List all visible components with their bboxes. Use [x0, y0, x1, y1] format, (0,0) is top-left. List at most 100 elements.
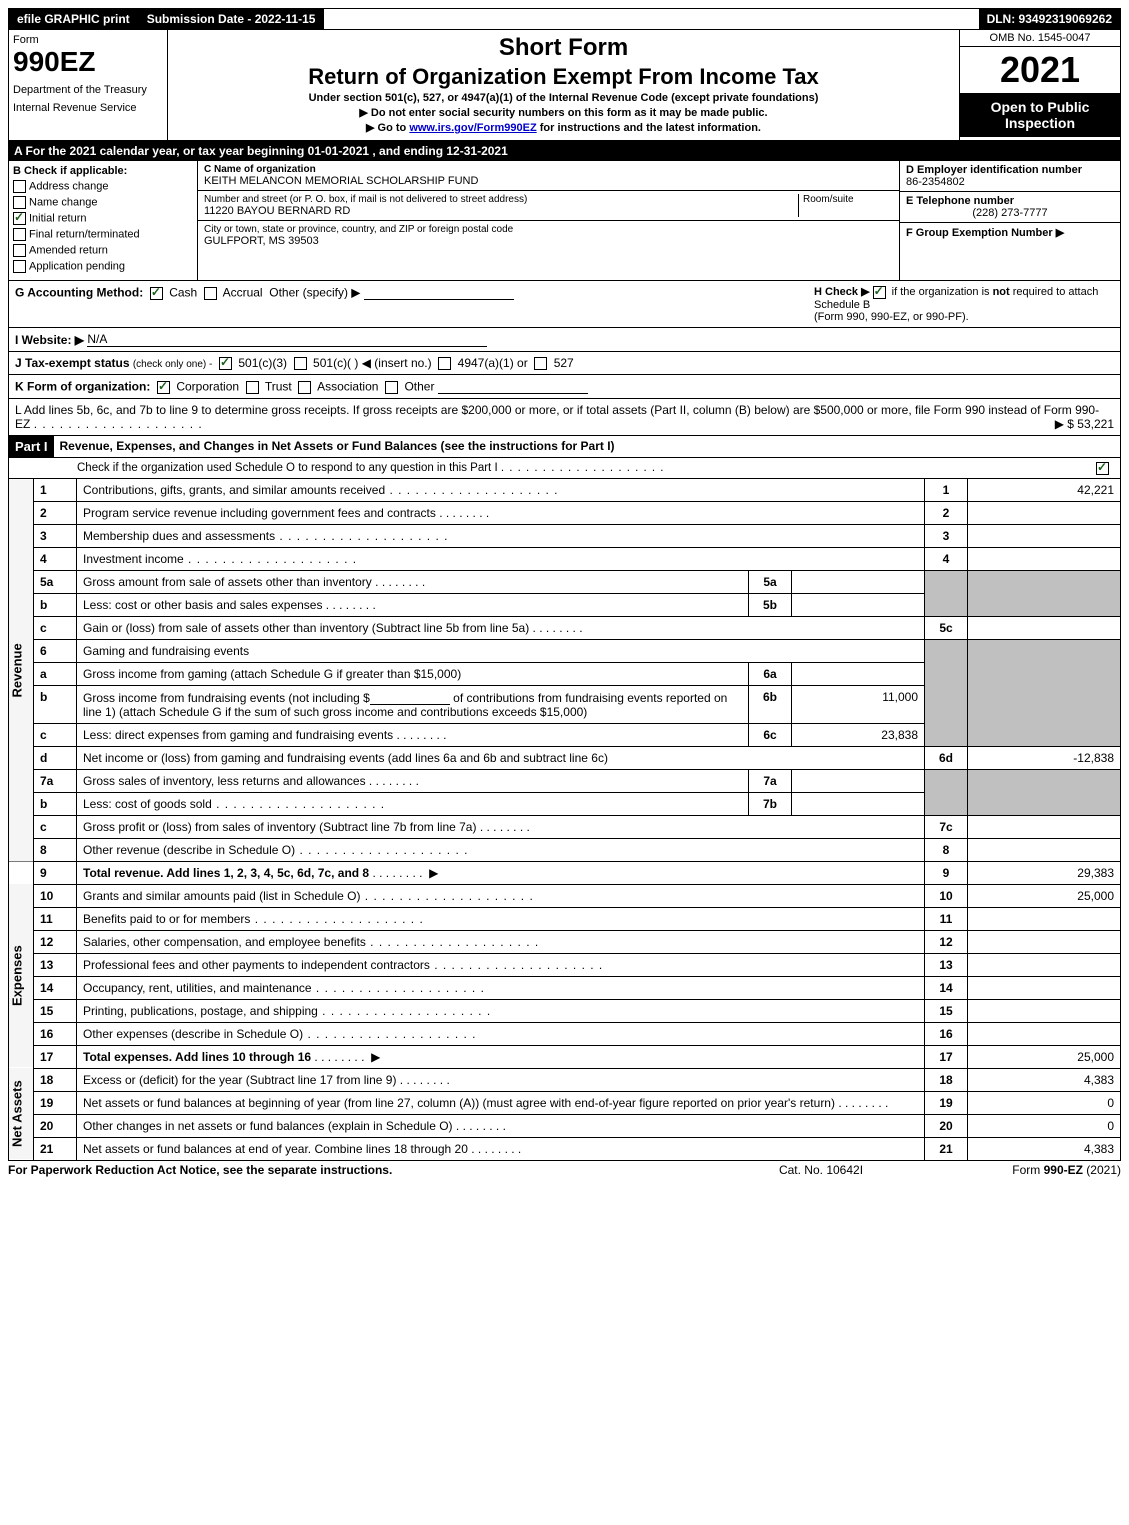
cb-501c[interactable] — [294, 357, 307, 370]
cb-other-org[interactable] — [385, 381, 398, 394]
accounting-method: G Accounting Method: Cash Accrual Other … — [15, 285, 514, 323]
cb-name-change[interactable]: Name change — [13, 196, 193, 209]
line-7a: 7a Gross sales of inventory, less return… — [9, 769, 1121, 792]
cb-address-change[interactable]: Address change — [13, 180, 193, 193]
cb-initial-return[interactable]: Initial return — [13, 212, 193, 225]
street-address: 11220 BAYOU BERNARD RD — [204, 205, 798, 217]
cb-association[interactable] — [298, 381, 311, 394]
g-label: G Accounting Method: — [15, 286, 143, 300]
row-j-tax-exempt: J Tax-exempt status (check only one) - 5… — [8, 352, 1121, 375]
cb-527[interactable] — [534, 357, 547, 370]
k-label: K Form of organization: — [15, 380, 150, 394]
line-7c: c Gross profit or (loss) from sales of i… — [9, 815, 1121, 838]
line-16: 16 Other expenses (describe in Schedule … — [9, 1022, 1121, 1045]
cb-application-pending[interactable]: Application pending — [13, 260, 193, 273]
form-number: 990EZ — [13, 46, 163, 78]
efile-print-label[interactable]: efile GRAPHIC print — [9, 9, 139, 29]
submission-date: Submission Date - 2022-11-15 — [139, 9, 325, 29]
open-inspection: Open to Public Inspection — [960, 93, 1120, 137]
ein-value: 86-2354802 — [906, 176, 1114, 188]
line-8: 8 Other revenue (describe in Schedule O)… — [9, 838, 1121, 861]
goto-pre: ▶ Go to — [366, 122, 409, 134]
other-org-input[interactable] — [438, 379, 588, 394]
return-title: Return of Organization Exempt From Incom… — [172, 64, 955, 90]
subtitle-ssn-warning: ▶ Do not enter social security numbers o… — [172, 106, 955, 119]
row-a-tax-year: A For the 2021 calendar year, or tax yea… — [8, 141, 1121, 161]
cb-schedule-o[interactable] — [1096, 462, 1109, 475]
line-15: 15 Printing, publications, postage, and … — [9, 999, 1121, 1022]
line-2: 2 Program service revenue including gove… — [9, 501, 1121, 524]
ein-label: D Employer identification number — [906, 164, 1114, 176]
col-c-org-info: C Name of organization KEITH MELANCON ME… — [198, 161, 899, 280]
cb-501c3[interactable] — [219, 357, 232, 370]
website-value: N/A — [87, 332, 487, 347]
h-label: H Check ▶ — [814, 286, 870, 298]
goto-post: for instructions and the latest informat… — [537, 122, 761, 134]
org-name-label: C Name of organization — [204, 164, 893, 175]
top-bar: efile GRAPHIC print Submission Date - 20… — [8, 8, 1121, 30]
dln-number: DLN: 93492319069262 — [979, 9, 1120, 29]
form-ref: Form 990-EZ (2021) — [921, 1163, 1121, 1177]
part1-title: Revenue, Expenses, and Changes in Net As… — [54, 436, 1120, 456]
l-amount: ▶ $ 53,221 — [1055, 417, 1114, 431]
lines-table: Revenue 1 Contributions, gifts, grants, … — [8, 479, 1121, 1161]
cb-corporation[interactable] — [157, 381, 170, 394]
cb-trust[interactable] — [246, 381, 259, 394]
line-19: 19 Net assets or fund balances at beginn… — [9, 1091, 1121, 1114]
cb-4947a1[interactable] — [438, 357, 451, 370]
line-11: 11 Benefits paid to or for members 11 — [9, 907, 1121, 930]
city-state-zip: GULFPORT, MS 39503 — [204, 235, 893, 247]
cb-accrual[interactable] — [204, 287, 217, 300]
line-13: 13 Professional fees and other payments … — [9, 953, 1121, 976]
tax-year: 2021 — [960, 47, 1120, 93]
page-footer: For Paperwork Reduction Act Notice, see … — [8, 1161, 1121, 1177]
tel-value: (228) 273-7777 — [906, 207, 1114, 219]
irs-link[interactable]: www.irs.gov/Form990EZ — [409, 122, 536, 134]
other-specify-input[interactable] — [364, 285, 514, 300]
line-9: 9 Total revenue. Add lines 1, 2, 3, 4, 5… — [9, 861, 1121, 884]
line-12: 12 Salaries, other compensation, and emp… — [9, 930, 1121, 953]
h-schedule-b: H Check ▶ if the organization is not req… — [806, 285, 1114, 323]
dept-treasury: Department of the Treasury — [13, 84, 163, 96]
row-l-gross-receipts: L Add lines 5b, 6c, and 7b to line 9 to … — [8, 399, 1121, 436]
line-5a: 5a Gross amount from sale of assets othe… — [9, 570, 1121, 593]
line-6d: d Net income or (loss) from gaming and f… — [9, 746, 1121, 769]
group-exemption-label: F Group Exemption Number ▶ — [906, 226, 1114, 239]
part1-header-row: Part I Revenue, Expenses, and Changes in… — [8, 436, 1121, 458]
line-21: 21 Net assets or fund balances at end of… — [9, 1137, 1121, 1160]
subtitle-goto: ▶ Go to www.irs.gov/Form990EZ for instru… — [172, 121, 955, 134]
section-bcd: B Check if applicable: Address change Na… — [8, 161, 1121, 281]
header-right: OMB No. 1545-0047 2021 Open to Public In… — [959, 30, 1120, 140]
line-6: 6 Gaming and fundraising events — [9, 639, 1121, 662]
room-suite-label: Room/suite — [798, 194, 893, 217]
line-4: 4 Investment income 4 — [9, 547, 1121, 570]
col-b-checkboxes: B Check if applicable: Address change Na… — [9, 161, 198, 280]
org-name: KEITH MELANCON MEMORIAL SCHOLARSHIP FUND — [204, 175, 893, 187]
j-label: J Tax-exempt status — [15, 356, 130, 370]
omb-number: OMB No. 1545-0047 — [960, 30, 1120, 47]
line-14: 14 Occupancy, rent, utilities, and maint… — [9, 976, 1121, 999]
form-label: Form — [13, 34, 163, 46]
paperwork-notice: For Paperwork Reduction Act Notice, see … — [8, 1163, 721, 1177]
line-3: 3 Membership dues and assessments 3 — [9, 524, 1121, 547]
cb-final-return[interactable]: Final return/terminated — [13, 228, 193, 241]
i-label: I Website: ▶ — [15, 333, 84, 347]
row-i-website: I Website: ▶ N/A — [8, 328, 1121, 352]
cat-number: Cat. No. 10642I — [721, 1163, 921, 1177]
part1-note: Check if the organization used Schedule … — [8, 458, 1121, 479]
short-form-title: Short Form — [172, 34, 955, 62]
cb-cash[interactable] — [150, 287, 163, 300]
cb-schedule-b[interactable] — [873, 286, 886, 299]
line-20: 20 Other changes in net assets or fund b… — [9, 1114, 1121, 1137]
subtitle-section: Under section 501(c), 527, or 4947(a)(1)… — [172, 92, 955, 104]
col-b-title: B Check if applicable: — [13, 165, 193, 177]
revenue-side-label: Revenue — [9, 479, 34, 862]
city-label: City or town, state or province, country… — [204, 224, 893, 235]
header-center: Short Form Return of Organization Exempt… — [168, 30, 959, 140]
form-header: Form 990EZ Department of the Treasury In… — [8, 30, 1121, 141]
line-1: Revenue 1 Contributions, gifts, grants, … — [9, 479, 1121, 502]
cb-amended-return[interactable]: Amended return — [13, 244, 193, 257]
street-label: Number and street (or P. O. box, if mail… — [204, 194, 798, 205]
netassets-side-label: Net Assets — [9, 1068, 34, 1160]
line-18: Net Assets 18 Excess or (deficit) for th… — [9, 1068, 1121, 1091]
